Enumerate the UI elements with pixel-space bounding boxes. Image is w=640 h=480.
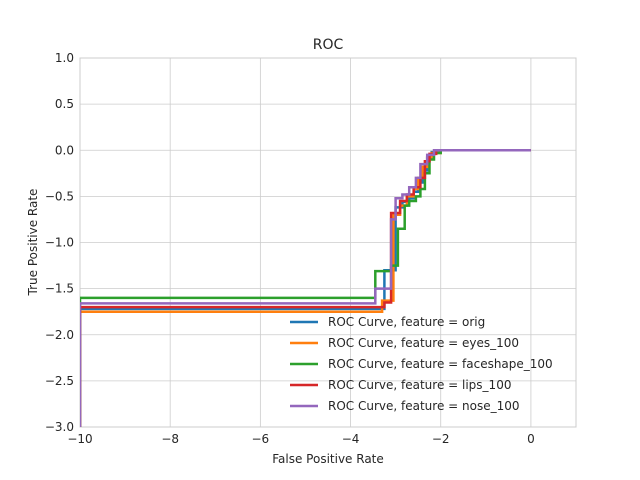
series-group [80, 149, 531, 427]
x-tick-label: −4 [342, 432, 360, 446]
legend-label: ROC Curve, feature = nose_100 [328, 399, 520, 413]
y-tick-label: −2.5 [45, 374, 74, 388]
plot-area-frame [79, 57, 577, 428]
x-axis-ticks: −10 −8 −6 −4 −2 0 [67, 432, 534, 446]
y-tick-label: −1.5 [45, 282, 74, 296]
y-tick-label: −0.5 [45, 189, 74, 203]
x-tick-label: −2 [432, 432, 450, 446]
y-tick-label: 1.0 [55, 51, 74, 65]
x-tick-label: −10 [67, 432, 92, 446]
legend-label: ROC Curve, feature = lips_100 [328, 378, 511, 392]
chart-title: ROC [313, 37, 344, 53]
x-tick-label: −8 [161, 432, 179, 446]
legend: ROC Curve, feature = orig ROC Curve, feat… [290, 315, 553, 413]
legend-label: ROC Curve, feature = orig [328, 315, 485, 329]
x-tick-label: −6 [252, 432, 270, 446]
y-tick-label: 0.0 [55, 143, 74, 157]
y-axis-label: True Positive Rate [26, 189, 40, 297]
legend-label: ROC Curve, feature = eyes_100 [328, 336, 519, 350]
y-tick-label: 0.5 [55, 97, 74, 111]
y-axis-ticks: −3.0 −2.5 −2.0 −1.5 −1.0 −0.5 0.0 0.5 1.0 [45, 51, 74, 434]
y-tick-label: −3.0 [45, 420, 74, 434]
y-tick-label: −2.0 [45, 328, 74, 342]
x-axis-label: False Positive Rate [272, 452, 384, 466]
y-tick-label: −1.0 [45, 236, 74, 250]
series-line-4 [80, 149, 531, 427]
series-line-3 [80, 149, 531, 427]
x-tick-label: 0 [527, 432, 535, 446]
legend-label: ROC Curve, feature = faceshape_100 [328, 357, 553, 371]
